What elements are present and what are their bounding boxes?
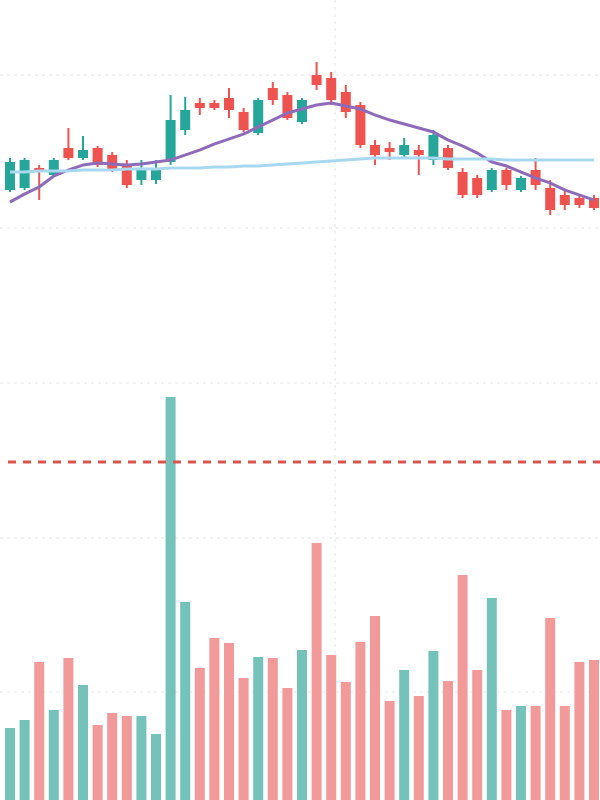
candle-body [209,103,220,108]
volume-bar [589,660,599,800]
candle-body [355,105,366,145]
candle-body [19,160,30,188]
volume-bar [92,725,103,800]
volume-bar [457,575,468,800]
volume-bar [501,710,512,800]
volume-bar [121,716,132,800]
candle-body [399,145,410,155]
volume-bar [107,713,118,800]
volume-bar [267,658,278,800]
volume-bar [282,688,293,800]
candle-body [574,198,585,205]
volume-bar [224,643,234,800]
candle-body [545,188,556,210]
candle-body [121,165,132,185]
volume-bar [151,734,161,800]
candle-body [63,148,74,158]
volume-bar [48,710,59,800]
volume-bar [19,720,30,800]
moving-average-line [9,101,595,204]
volume-bar [136,716,147,800]
candle-body [472,178,483,195]
volume-bar [34,662,45,800]
candle-body [165,120,176,162]
volume-bar [297,650,307,800]
volume-bar [209,638,220,800]
volume-bar [355,642,366,800]
candle-body [78,150,88,158]
volume-bar [165,397,176,800]
volume-bar [384,701,395,800]
candle-body [92,148,103,165]
candle-body [253,100,264,133]
volume-bar [180,602,191,800]
volume-bar [516,706,526,800]
candle-body [238,112,249,130]
candle-body [413,150,424,155]
volume-bar [340,682,351,800]
volume-bar [472,670,483,800]
candle-body [282,95,293,118]
candle-body [370,145,380,155]
candle-body [384,148,395,152]
volume-bar [194,668,205,800]
candle-body [340,92,351,112]
candle-body [457,172,468,195]
volume-bar [559,706,570,800]
candle-body [224,98,234,110]
volume-bar [326,655,337,800]
candle-body [559,195,570,205]
candle-body [194,103,205,108]
volume-bar [78,685,88,800]
volume-bar [486,598,497,800]
volume-bar [63,658,74,800]
volume-bar [530,706,541,800]
candle-body [589,198,599,208]
candle-body [5,162,15,190]
volume-bar [399,670,410,800]
volume-bar [253,657,264,800]
candle-body [267,88,278,100]
volume-bar [238,678,249,800]
volume-bar [5,728,15,800]
candle-body [297,100,307,122]
volume-bar [370,616,380,800]
candle-body [136,170,147,180]
candle-body [428,135,439,160]
volume-bar [413,696,424,800]
candle-body [501,170,512,185]
moving-average-line [10,156,594,174]
volume-bar [574,662,585,800]
volume-bar [428,651,439,800]
candle-body [180,110,191,130]
candle-body [48,160,59,175]
volume-bar [443,681,453,800]
candle-body [151,168,161,180]
candle-body [326,78,337,100]
volume-bar [545,618,556,800]
candle-body [516,178,526,190]
volume-bar [311,543,322,800]
candle-body [486,170,497,190]
candle-body [311,75,322,85]
